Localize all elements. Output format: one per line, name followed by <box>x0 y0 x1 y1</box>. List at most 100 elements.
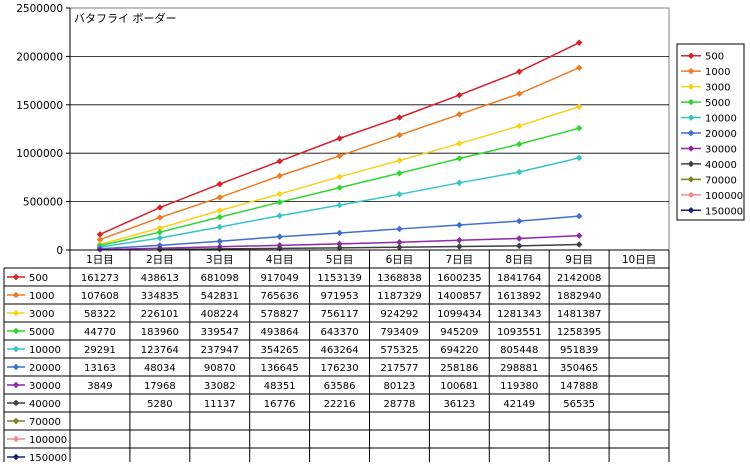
plot-area <box>69 7 670 251</box>
data-point <box>216 223 224 231</box>
data-label: 1481387 <box>557 309 602 320</box>
legend-label: 100000 <box>705 191 743 202</box>
data-point <box>336 201 343 209</box>
data-label: 44770 <box>84 327 116 338</box>
data-label: 42149 <box>503 399 535 410</box>
data-label: 48351 <box>264 381 296 392</box>
data-label: 1600235 <box>437 273 482 284</box>
data-point <box>396 225 403 233</box>
data-point <box>575 232 583 240</box>
data-label: 1153139 <box>317 273 362 284</box>
data-label: 1882940 <box>557 291 602 302</box>
table-legend-marker <box>12 381 20 389</box>
legend-marker <box>687 191 695 199</box>
data-point <box>455 91 463 99</box>
legend-marker <box>687 206 695 214</box>
data-point <box>276 233 284 241</box>
series-40000 <box>156 241 583 253</box>
legend-marker <box>687 129 695 137</box>
data-label: 226101 <box>141 309 179 320</box>
legend-label: 40000 <box>705 160 737 171</box>
data-point <box>336 173 343 181</box>
x-category-label: 7日目 <box>446 254 474 266</box>
data-label: 542831 <box>201 291 239 302</box>
data-point <box>276 212 284 220</box>
data-label: 58322 <box>84 309 116 320</box>
data-label: 123764 <box>141 345 179 356</box>
data-point <box>396 114 403 121</box>
data-label: 11137 <box>204 399 236 410</box>
data-label: 217577 <box>380 363 418 374</box>
data-label: 463264 <box>320 345 358 356</box>
data-point <box>276 198 284 206</box>
data-label: 945209 <box>440 327 478 338</box>
legend-label: 150000 <box>705 206 743 217</box>
table-series-label: 20000 <box>29 363 61 374</box>
data-label: 917049 <box>261 273 299 284</box>
data-point <box>575 154 583 162</box>
data-point <box>156 214 164 221</box>
data-label: 793409 <box>380 327 418 338</box>
y-tick-label: 1500000 <box>16 100 63 112</box>
y-tick-label: 2000000 <box>16 51 63 63</box>
data-point <box>515 90 523 98</box>
x-category-label: 9日目 <box>565 254 593 266</box>
table-legend-marker <box>12 417 20 425</box>
legend-marker <box>687 83 695 90</box>
table-legend-marker <box>12 291 20 299</box>
data-label: 756117 <box>320 309 358 320</box>
data-label: 161273 <box>81 273 119 284</box>
data-label: 1841764 <box>497 273 542 284</box>
data-label: 176230 <box>320 363 358 374</box>
table-series-label: 5000 <box>29 327 54 338</box>
data-point <box>396 157 403 164</box>
chart-title: バタフライ ボーダー <box>74 11 177 25</box>
data-point <box>216 213 224 221</box>
legend <box>676 43 745 221</box>
data-point <box>515 242 523 250</box>
data-label: 36123 <box>443 399 475 410</box>
legend-marker <box>687 160 695 168</box>
data-label: 1258395 <box>557 327 602 338</box>
data-point <box>515 168 523 176</box>
data-label: 29291 <box>84 345 116 356</box>
data-label: 765636 <box>261 291 299 302</box>
data-label: 1368838 <box>377 273 422 284</box>
series-500 <box>96 39 583 238</box>
data-point <box>575 241 583 248</box>
table-legend-marker <box>12 435 20 443</box>
series-5000 <box>96 124 583 250</box>
data-label: 1187329 <box>377 291 422 302</box>
table-series-label: 3000 <box>29 309 54 320</box>
x-category-label: 3日目 <box>206 254 234 266</box>
data-point <box>156 204 164 211</box>
data-point <box>336 135 343 142</box>
series-line <box>159 243 580 251</box>
table-series-label: 10000 <box>29 345 61 356</box>
data-label: 258186 <box>440 363 478 374</box>
legend-label: 70000 <box>705 175 737 186</box>
x-category-label: 10日目 <box>622 254 656 266</box>
data-point <box>575 64 583 72</box>
data-label: 438613 <box>141 273 179 284</box>
data-point <box>515 122 523 130</box>
table-legend-marker <box>12 345 20 353</box>
data-label: 183960 <box>141 327 179 338</box>
table-series-label: 100000 <box>29 435 67 446</box>
legend-label: 3000 <box>705 83 730 94</box>
data-point <box>276 157 284 165</box>
data-label: 339547 <box>201 327 239 338</box>
data-label: 28778 <box>384 399 416 410</box>
data-point <box>276 172 284 180</box>
legend-label: 20000 <box>705 129 737 140</box>
x-category-label: 4日目 <box>266 254 294 266</box>
legend-label: 500 <box>705 52 724 63</box>
data-point <box>515 235 523 242</box>
y-tick-label: 2500000 <box>16 3 63 15</box>
table-series-label: 30000 <box>29 381 61 392</box>
data-point <box>455 111 463 118</box>
table-series-label: 40000 <box>29 399 61 410</box>
table-legend-marker <box>12 327 20 335</box>
legend-marker <box>687 52 695 60</box>
x-category-label: 1日目 <box>86 254 114 266</box>
